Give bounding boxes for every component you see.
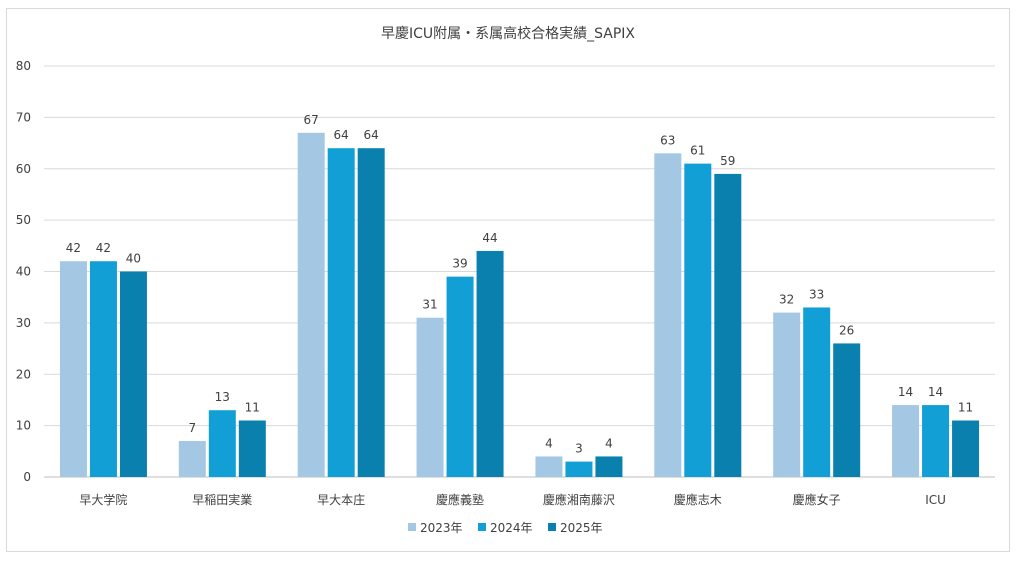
chart-title: 早慶ICU附属・系属高校合格実績_SAPIX — [381, 25, 635, 42]
bar — [416, 317, 444, 477]
data-label: 61 — [690, 144, 705, 158]
data-label: 42 — [66, 241, 81, 255]
data-label: 44 — [482, 231, 497, 245]
data-label: 64 — [334, 128, 349, 142]
bar — [654, 153, 682, 477]
bar — [773, 312, 801, 477]
category-label: ICU — [925, 493, 946, 507]
data-label: 13 — [215, 390, 230, 404]
data-label: 3 — [575, 442, 583, 456]
category-label: 早大本庄 — [317, 492, 365, 507]
data-label: 40 — [126, 252, 141, 266]
bars — [59, 132, 980, 478]
legend-label: 2023年 — [420, 521, 463, 535]
y-tick-label: 80 — [16, 59, 31, 73]
data-label: 63 — [660, 133, 675, 147]
bar — [952, 420, 980, 477]
data-label: 59 — [720, 154, 735, 168]
y-axis-ticks: 0 10 20 30 40 50 60 70 80 — [16, 59, 31, 484]
bar — [684, 163, 712, 478]
bar — [803, 307, 831, 477]
bar — [565, 461, 593, 477]
data-label: 32 — [779, 293, 794, 307]
data-label: 26 — [839, 323, 854, 337]
bar — [59, 261, 87, 477]
y-tick-label: 70 — [16, 110, 31, 124]
bar — [119, 271, 147, 477]
y-tick-label: 50 — [16, 213, 31, 227]
bar — [595, 456, 623, 477]
bar — [89, 261, 117, 477]
legend-swatch — [478, 523, 486, 531]
legend-label: 2024年 — [490, 521, 533, 535]
category-label: 早大学院 — [79, 492, 127, 507]
data-label: 42 — [96, 241, 111, 255]
x-axis-categories: 早大学院 早稲田実業 早大本庄 慶應義塾 慶應湘南藤沢 慶應志木 慶應女子 ICU — [79, 492, 945, 507]
bar — [208, 410, 236, 477]
bar — [446, 276, 474, 477]
legend-swatch — [548, 523, 556, 531]
data-label: 64 — [364, 128, 379, 142]
data-label: 11 — [958, 400, 973, 414]
category-label: 慶應湘南藤沢 — [543, 492, 615, 507]
bar — [357, 148, 385, 477]
data-label: 14 — [898, 385, 913, 399]
y-tick-label: 30 — [16, 316, 31, 330]
data-label: 7 — [188, 421, 196, 435]
data-label: 11 — [245, 400, 260, 414]
category-label: 慶應志木 — [674, 492, 722, 507]
data-label: 4 — [545, 436, 553, 450]
data-label: 14 — [928, 385, 943, 399]
legend: 2023年 2024年 2025年 — [408, 521, 603, 535]
category-label: 早稲田実業 — [192, 492, 252, 507]
bar — [714, 173, 742, 477]
bar — [327, 148, 355, 477]
y-tick-label: 0 — [23, 470, 31, 484]
bar — [922, 405, 950, 477]
y-tick-label: 10 — [16, 419, 31, 433]
y-tick-label: 60 — [16, 162, 31, 176]
y-tick-label: 40 — [16, 265, 31, 279]
bar — [833, 343, 861, 477]
y-tick-label: 20 — [16, 367, 31, 381]
bar — [535, 456, 563, 477]
legend-label: 2025年 — [560, 521, 603, 535]
legend-swatch — [408, 523, 416, 531]
data-label: 39 — [452, 257, 467, 271]
data-label: 4 — [605, 436, 613, 450]
bar — [476, 250, 504, 477]
bar — [297, 132, 325, 477]
bar — [178, 441, 206, 477]
category-label: 慶應義塾 — [436, 492, 484, 507]
data-label: 67 — [304, 113, 319, 127]
bar — [892, 405, 920, 477]
data-label: 33 — [809, 287, 824, 301]
data-label: 31 — [422, 298, 437, 312]
bar — [238, 420, 266, 477]
category-label: 慶應女子 — [793, 492, 841, 507]
